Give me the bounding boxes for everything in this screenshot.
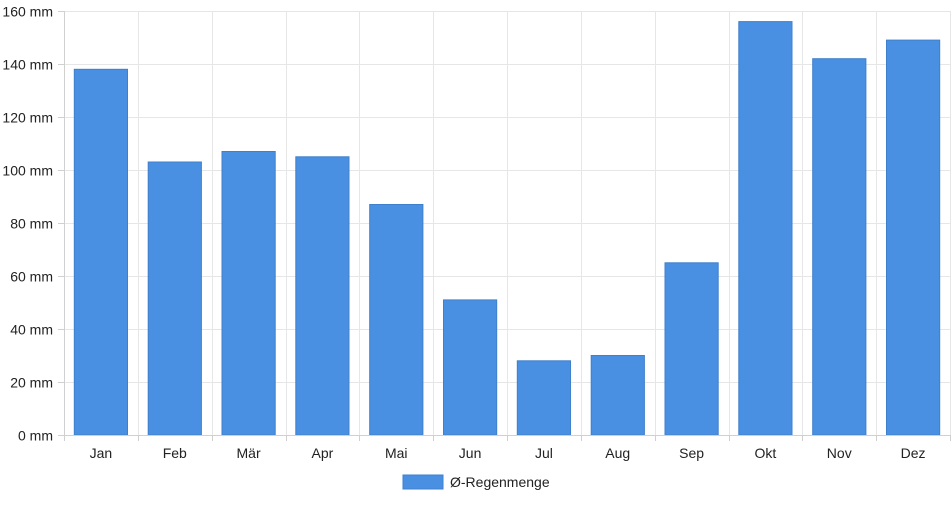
y-tick-label: 80 mm — [10, 216, 53, 232]
x-tick-label: Nov — [827, 445, 852, 461]
bar-mai[interactable] — [369, 204, 424, 436]
y-tick-label: 0 mm — [18, 428, 53, 444]
x-tick-label: Aug — [605, 445, 630, 461]
axes: 0 mm 20 mm 40 mm 60 mm 80 mm 100 mm 120 mm 140 … — [2, 4, 951, 461]
bar-mär[interactable] — [221, 151, 276, 436]
bar-jul[interactable] — [516, 360, 571, 436]
y-tick-label: 100 mm — [2, 163, 53, 179]
y-tick-label: 120 mm — [2, 110, 53, 126]
legend-label[interactable]: Ø-Regenmenge — [450, 474, 550, 490]
bar-sep[interactable] — [664, 262, 719, 436]
x-tick-label: Jan — [90, 445, 113, 461]
y-tick-label: 160 mm — [2, 4, 53, 20]
y-tick-label: 20 mm — [10, 375, 53, 391]
bar-aug[interactable] — [590, 355, 645, 436]
bar-nov[interactable] — [812, 58, 867, 436]
y-tick-label: 140 mm — [2, 57, 53, 73]
y-tick-label: 40 mm — [10, 322, 53, 338]
x-tick-label: Mär — [237, 445, 261, 461]
legend-swatch[interactable] — [402, 474, 444, 490]
bars — [73, 21, 941, 436]
bar-okt[interactable] — [738, 21, 793, 436]
y-tick-label: 60 mm — [10, 269, 53, 285]
bar-feb[interactable] — [147, 161, 202, 436]
x-tick-label: Feb — [163, 445, 187, 461]
grid — [64, 11, 951, 435]
bar-apr[interactable] — [295, 156, 350, 436]
legend[interactable]: Ø-Regenmenge — [402, 474, 550, 490]
x-tick-label: Jun — [459, 445, 482, 461]
bar-jun[interactable] — [443, 299, 498, 436]
x-tick-label: Apr — [312, 445, 334, 461]
bar-dez[interactable] — [886, 39, 941, 436]
x-tick-label: Jul — [535, 445, 553, 461]
x-tick-label: Sep — [679, 445, 704, 461]
bar-jan[interactable] — [73, 68, 129, 436]
x-tick-label: Dez — [901, 445, 926, 461]
x-tick-label: Okt — [755, 445, 777, 461]
x-tick-label: Mai — [385, 445, 408, 461]
